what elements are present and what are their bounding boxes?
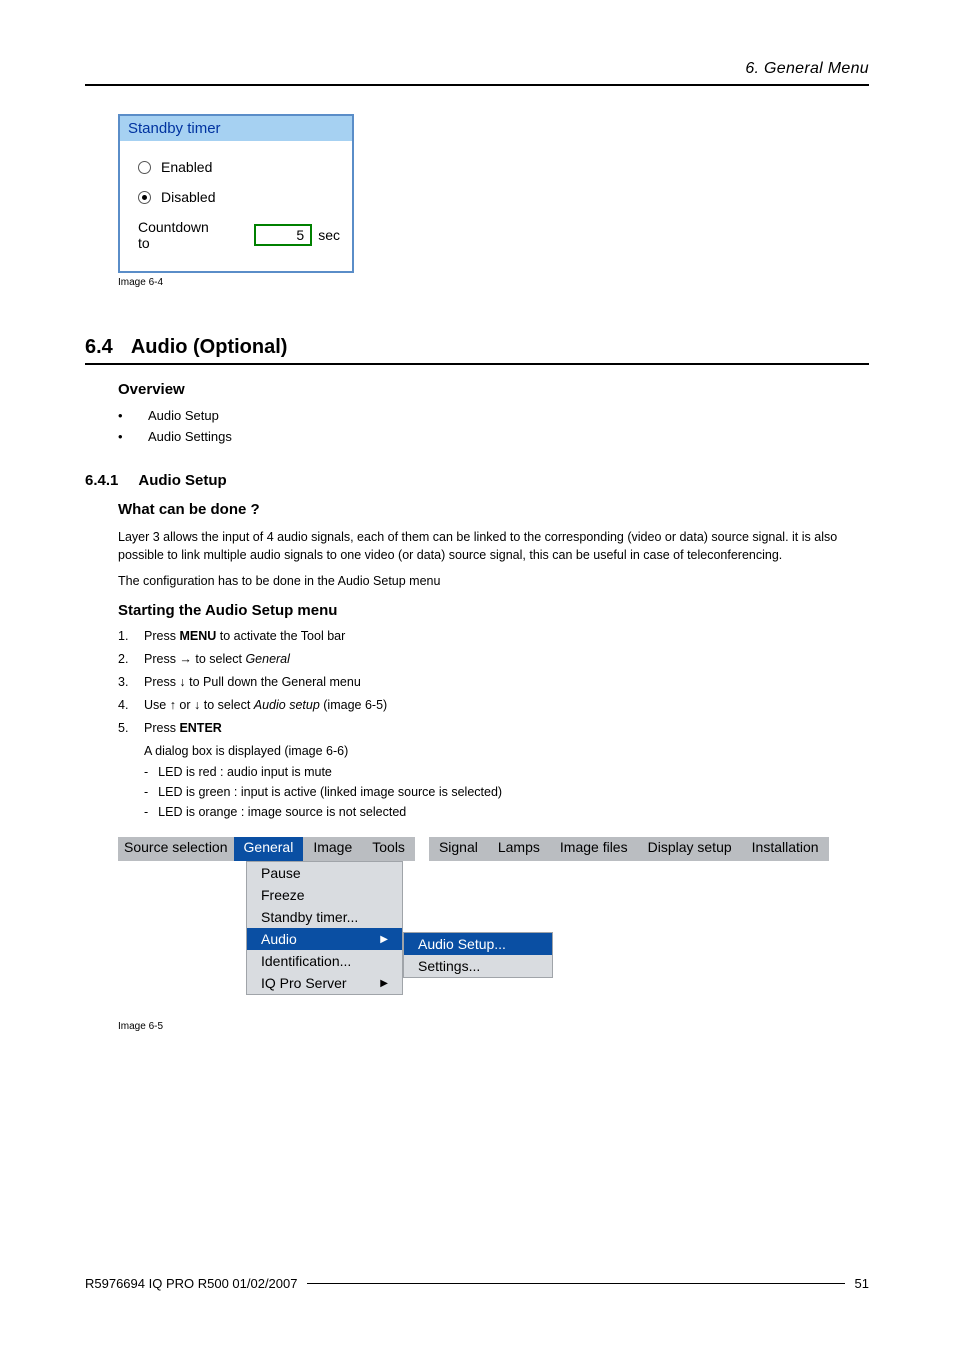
standby-timer-title: Standby timer	[120, 116, 352, 141]
overview-item-2: Audio Settings	[148, 429, 232, 444]
dropdown-audio-label: Audio	[261, 931, 297, 947]
section-title: Audio (Optional)	[131, 336, 288, 359]
countdown-input[interactable]: 5	[254, 224, 312, 246]
countdown-unit: sec	[318, 227, 340, 243]
step-num: 5.	[118, 721, 136, 735]
step-num: 3.	[118, 675, 136, 689]
overview-bullet-2: • Audio Settings	[118, 429, 869, 444]
chevron-right-icon: ▶	[380, 978, 388, 989]
starting-audio-heading: Starting the Audio Setup menu	[118, 602, 869, 619]
subsection-6-4-1-heading: 6.4.1 Audio Setup	[85, 472, 869, 489]
standby-timer-dialog: Standby timer Enabled Disabled Countdown…	[118, 114, 354, 273]
menubar-signal[interactable]: Signal	[429, 837, 488, 861]
menubar-source-selection[interactable]: Source selection	[118, 837, 234, 861]
submenu-settings[interactable]: Settings...	[404, 955, 552, 977]
radio-enabled-label: Enabled	[161, 159, 212, 175]
radio-disabled-label: Disabled	[161, 189, 215, 205]
bullet-icon: •	[118, 429, 126, 444]
menubar-general[interactable]: General	[234, 837, 304, 861]
general-dropdown: Pause Freeze Standby timer... Audio ▶ Id…	[246, 861, 403, 995]
footer-page-number: 51	[855, 1276, 869, 1291]
menubar-screenshot: Source selection General Image Tools Sig…	[118, 837, 838, 861]
overview-heading: Overview	[118, 381, 869, 398]
radio-icon	[138, 161, 151, 174]
image-caption-6-4: Image 6-4	[118, 277, 869, 288]
subsection-number: 6.4.1	[85, 472, 118, 489]
dropdown-iqpro-label: IQ Pro Server	[261, 975, 347, 991]
menubar-image[interactable]: Image	[303, 837, 362, 861]
step-5-sub: A dialog box is displayed (image 6-6)	[144, 744, 869, 758]
header-rule	[85, 84, 869, 86]
menubar-installation[interactable]: Installation	[742, 837, 829, 861]
what-can-be-done-heading: What can be done ?	[118, 501, 869, 518]
step-text: Press ↓ to Pull down the General menu	[144, 675, 361, 689]
section-6-4-heading: 6.4 Audio (Optional)	[85, 336, 869, 359]
menubar-tools[interactable]: Tools	[362, 837, 415, 861]
chevron-right-icon: ▶	[380, 934, 388, 945]
step-text: Use ↑ or ↓ to select Audio setup (image …	[144, 698, 387, 712]
radio-icon-selected	[138, 191, 151, 204]
step-4: 4. Use ↑ or ↓ to select Audio setup (ima…	[118, 698, 869, 712]
page-footer: R5976694 IQ PRO R500 01/02/2007 51	[85, 1276, 869, 1291]
menubar-lamps[interactable]: Lamps	[488, 837, 550, 861]
footer-left: R5976694 IQ PRO R500 01/02/2007	[85, 1276, 297, 1291]
bullet-icon: •	[118, 408, 126, 423]
step-num: 1.	[118, 629, 136, 643]
dropdown-identification[interactable]: Identification...	[247, 950, 402, 972]
step-num: 2.	[118, 652, 136, 666]
dropdown-iq-pro-server[interactable]: IQ Pro Server ▶	[247, 972, 402, 994]
dropdown-standby-timer[interactable]: Standby timer...	[247, 906, 402, 928]
dropdown-pause[interactable]: Pause	[247, 862, 402, 884]
step-num: 4.	[118, 698, 136, 712]
footer-rule	[307, 1283, 844, 1284]
countdown-label: Countdown to	[138, 219, 224, 251]
step-1: 1. Press MENU to activate the Tool bar	[118, 629, 869, 643]
submenu-audio-setup[interactable]: Audio Setup...	[404, 933, 552, 955]
dash-2: -LED is green : input is active (linked …	[144, 785, 869, 799]
audio-submenu: Audio Setup... Settings...	[403, 932, 553, 978]
menubar-image-files[interactable]: Image files	[550, 837, 638, 861]
section-rule	[85, 363, 869, 365]
section-number: 6.4	[85, 336, 113, 359]
what-can-be-done-body: Layer 3 allows the input of 4 audio sign…	[118, 528, 869, 564]
menubar-display-setup[interactable]: Display setup	[638, 837, 742, 861]
step-5: 5. Press ENTER	[118, 721, 869, 735]
step-text: Press → to select General	[144, 652, 290, 666]
step-text: Press ENTER	[144, 721, 222, 735]
radio-enabled[interactable]: Enabled	[132, 159, 340, 175]
step-text: Press MENU to activate the Tool bar	[144, 629, 345, 643]
dash-1: -LED is red : audio input is mute	[144, 765, 869, 779]
dropdown-audio[interactable]: Audio ▶	[247, 928, 402, 950]
step-3: 3. Press ↓ to Pull down the General menu	[118, 675, 869, 689]
step-2: 2. Press → to select General	[118, 652, 869, 666]
what-can-be-done-body2: The configuration has to be done in the …	[118, 572, 869, 590]
dropdown-freeze[interactable]: Freeze	[247, 884, 402, 906]
image-caption-6-5: Image 6-5	[118, 1021, 869, 1032]
chapter-header: 6. General Menu	[85, 60, 869, 84]
radio-disabled[interactable]: Disabled	[132, 189, 340, 205]
overview-item-1: Audio Setup	[148, 408, 219, 423]
dash-3: -LED is orange : image source is not sel…	[144, 805, 869, 819]
overview-bullet-1: • Audio Setup	[118, 408, 869, 423]
subsection-title: Audio Setup	[138, 472, 226, 489]
